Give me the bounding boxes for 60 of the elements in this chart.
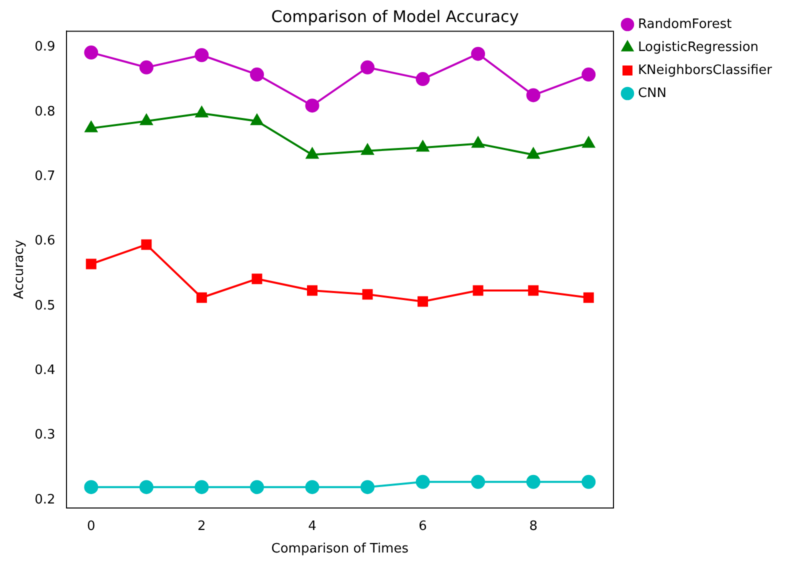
point	[471, 474, 486, 489]
y-tick-label: 0.2	[34, 492, 56, 508]
y-tick-label: 0.8	[34, 104, 56, 120]
point	[582, 68, 596, 82]
point	[360, 480, 375, 494]
x-tick-label: 4	[308, 518, 316, 534]
x-tick-label: 2	[198, 518, 206, 534]
point	[306, 148, 318, 159]
point	[305, 480, 320, 494]
y-tick-label: 0.9	[34, 40, 56, 55]
y-tick-label: 0.5	[34, 298, 56, 314]
point	[84, 121, 98, 132]
point	[250, 68, 264, 82]
x-axis-title: Comparison of Times	[271, 542, 409, 557]
point	[527, 148, 540, 159]
point	[84, 46, 98, 60]
point	[194, 48, 209, 62]
point	[472, 136, 484, 148]
point	[526, 88, 540, 102]
point	[139, 60, 154, 74]
x-tick-label: 0	[87, 518, 96, 534]
legend-label: LogisticRegression	[638, 40, 759, 55]
point	[141, 239, 152, 250]
legend-label: CNN	[638, 86, 667, 101]
y-tick-label: 0.7	[34, 169, 56, 184]
point	[416, 72, 430, 86]
point	[528, 285, 539, 296]
point	[472, 285, 484, 296]
point	[416, 474, 430, 489]
point	[582, 136, 595, 148]
point	[361, 144, 374, 155]
legend-label: RandomForest	[638, 16, 732, 32]
y-tick-label: 0.4	[34, 363, 56, 378]
point	[196, 292, 207, 303]
y-tick-label: 0.6	[34, 234, 56, 249]
point	[416, 140, 429, 152]
y-tick-label: 0.3	[34, 428, 56, 443]
point	[194, 480, 209, 494]
point	[140, 114, 153, 126]
point	[84, 480, 98, 494]
point	[362, 289, 373, 300]
point	[252, 274, 262, 284]
chart-title: Comparison of Model Accuracy	[271, 6, 519, 26]
point	[86, 258, 96, 270]
point	[250, 114, 264, 126]
legend-label: KNeighborsClassifier	[638, 62, 773, 78]
point	[471, 46, 486, 61]
point	[583, 292, 594, 303]
point	[250, 480, 264, 494]
x-tick-label: 8	[529, 518, 538, 534]
point	[307, 285, 318, 296]
point	[418, 296, 428, 307]
point	[196, 106, 208, 118]
point	[305, 98, 320, 113]
point	[139, 480, 154, 494]
point	[526, 474, 540, 489]
point	[582, 474, 596, 489]
point	[360, 60, 375, 74]
x-tick-label: 6	[418, 518, 427, 534]
y-axis-title: Accuracy	[12, 240, 28, 300]
